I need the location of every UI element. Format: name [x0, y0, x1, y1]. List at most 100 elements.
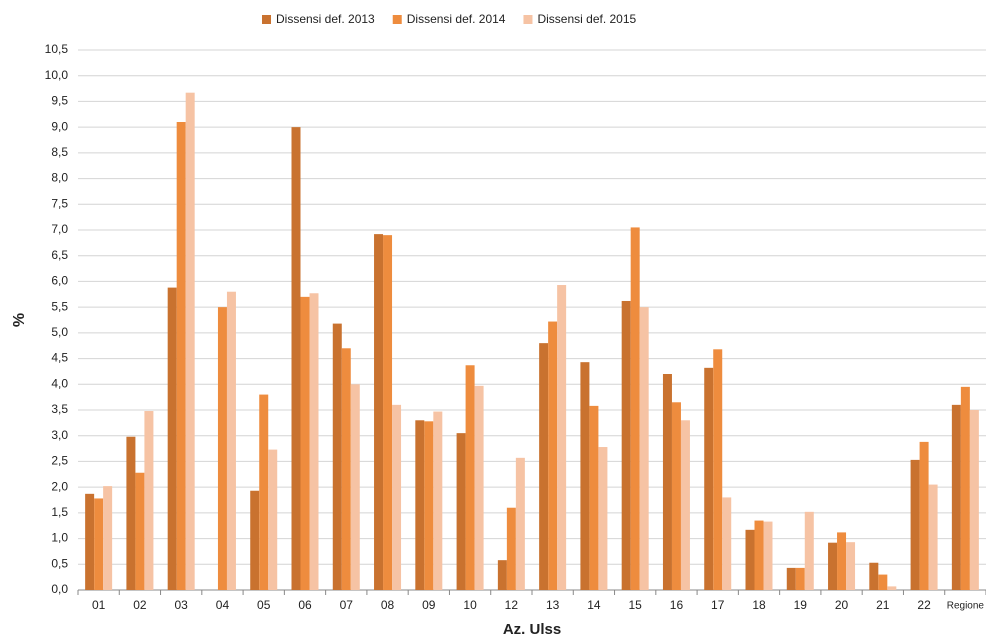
bar	[846, 542, 856, 590]
bar	[804, 511, 814, 590]
bar	[887, 586, 897, 590]
bar	[392, 404, 402, 590]
x-tick-label: 15	[629, 598, 643, 612]
x-tick-label: 12	[505, 598, 519, 612]
bar	[424, 421, 434, 590]
bar	[465, 365, 475, 590]
y-tick-label: 5,5	[51, 299, 68, 313]
bar	[309, 293, 319, 590]
bar	[671, 402, 681, 590]
bar	[268, 449, 278, 590]
x-tick-label: 06	[298, 598, 312, 612]
y-tick-label: 0,5	[51, 556, 68, 570]
bar	[332, 323, 342, 590]
x-tick-label: 09	[422, 598, 436, 612]
y-tick-label: 7,0	[51, 222, 68, 236]
y-tick-label: 9,0	[51, 119, 68, 133]
legend-label: Dissensi def. 2013	[276, 12, 375, 26]
y-tick-label: 1,0	[51, 531, 68, 545]
bar	[135, 472, 145, 590]
bar	[383, 235, 393, 590]
bar	[910, 459, 920, 590]
x-axis-title: Az. Ulss	[503, 621, 561, 638]
bar	[167, 287, 177, 590]
legend-label: Dissensi def. 2015	[537, 12, 636, 26]
bar	[878, 574, 888, 590]
bar	[598, 447, 608, 590]
bar	[497, 560, 507, 590]
bar	[144, 411, 154, 590]
bar	[433, 411, 443, 590]
x-tick-label: 05	[257, 598, 271, 612]
bar	[580, 362, 590, 590]
x-tick-label: 16	[670, 598, 684, 612]
bar	[837, 532, 847, 590]
bar	[680, 420, 690, 590]
bar	[85, 493, 95, 590]
x-tick-label: 07	[340, 598, 354, 612]
x-tick-label: 01	[92, 598, 106, 612]
x-tick-label: 17	[711, 598, 725, 612]
bar	[259, 394, 269, 590]
bar	[630, 227, 640, 590]
bar	[456, 433, 466, 590]
legend-swatch	[392, 15, 402, 24]
legend-swatch	[262, 15, 271, 24]
bar	[722, 497, 732, 590]
x-tick-label: 22	[917, 598, 931, 612]
bar	[754, 520, 764, 590]
y-tick-label: 5,0	[51, 325, 68, 339]
y-tick-label: 7,5	[51, 196, 68, 210]
y-tick-label: 8,0	[51, 171, 68, 185]
bar	[704, 367, 714, 590]
bar	[291, 127, 301, 591]
bar	[506, 507, 516, 590]
bar	[960, 386, 970, 590]
bar	[176, 122, 186, 590]
x-tick-label: 08	[381, 598, 395, 612]
x-tick-label: 03	[175, 598, 189, 612]
x-tick-label: 18	[752, 598, 766, 612]
x-tick-label: 13	[546, 598, 560, 612]
bar	[415, 420, 425, 590]
bar	[94, 498, 104, 590]
bar	[300, 296, 310, 590]
bar	[621, 300, 631, 590]
x-tick-label: 20	[835, 598, 849, 612]
y-tick-label: 0,0	[51, 582, 68, 596]
x-tick-label: 10	[463, 598, 477, 612]
x-tick-label: 21	[876, 598, 890, 612]
bar	[350, 384, 360, 590]
y-tick-label: 10,5	[45, 42, 69, 56]
y-tick-label: 8,5	[51, 145, 68, 159]
legend-label: Dissensi def. 2014	[407, 12, 506, 26]
y-tick-label: 6,0	[51, 274, 68, 288]
bar	[869, 562, 879, 590]
bar	[951, 404, 961, 590]
bar	[374, 234, 384, 590]
bar	[662, 374, 672, 590]
bar	[474, 385, 484, 590]
y-tick-label: 4,5	[51, 351, 68, 365]
bar	[639, 307, 649, 590]
bar	[919, 441, 929, 590]
x-tick-label: 02	[133, 598, 147, 612]
bar	[928, 484, 938, 590]
bar	[828, 542, 838, 590]
bar	[969, 410, 979, 590]
bar	[539, 343, 549, 590]
bar	[795, 567, 805, 590]
bar	[786, 567, 796, 590]
y-tick-label: 4,0	[51, 376, 68, 390]
bar	[548, 321, 558, 590]
bar	[226, 291, 236, 590]
y-tick-label: 9,5	[51, 94, 68, 108]
bar	[763, 521, 773, 590]
y-tick-label: 2,5	[51, 454, 68, 468]
x-tick-label: 04	[216, 598, 230, 612]
y-tick-label: 6,5	[51, 248, 68, 262]
bar	[557, 285, 567, 590]
bar	[217, 307, 227, 590]
bar	[126, 436, 136, 590]
